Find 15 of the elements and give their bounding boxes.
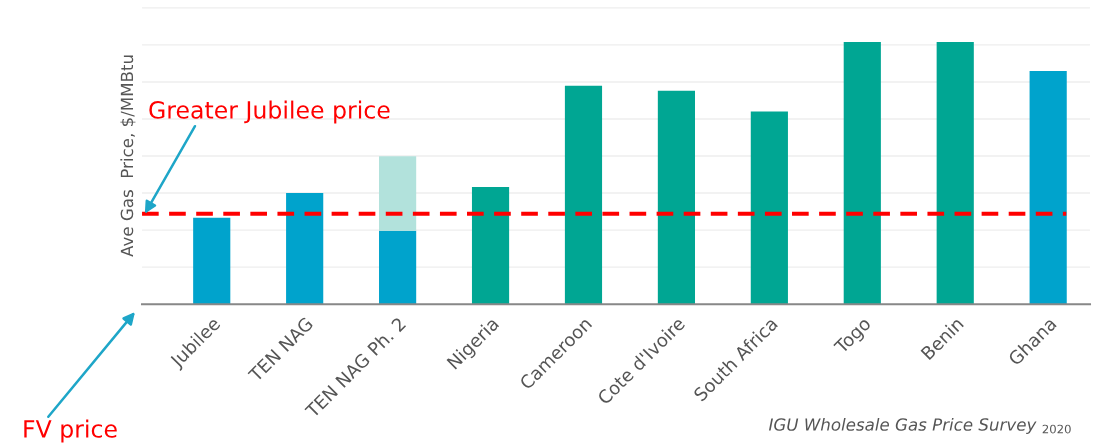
text: FV price — [24, 419, 117, 443]
bar — [286, 193, 324, 305]
ref-line-label: Greater Jubilee price — [149, 100, 390, 124]
bar — [843, 42, 881, 305]
bar — [471, 187, 510, 305]
bar — [936, 42, 974, 305]
bar — [657, 90, 696, 305]
bar — [193, 217, 231, 305]
bar — [379, 156, 417, 231]
text: IGU Wholesale Gas Price Survey $_{2020}$ — [768, 417, 1071, 435]
bar — [750, 111, 788, 305]
y-axis-title: Ave Gas Price, $/MMBtu — [120, 55, 136, 257]
bar — [1029, 70, 1067, 305]
bar — [564, 85, 603, 305]
bar — [379, 230, 417, 305]
